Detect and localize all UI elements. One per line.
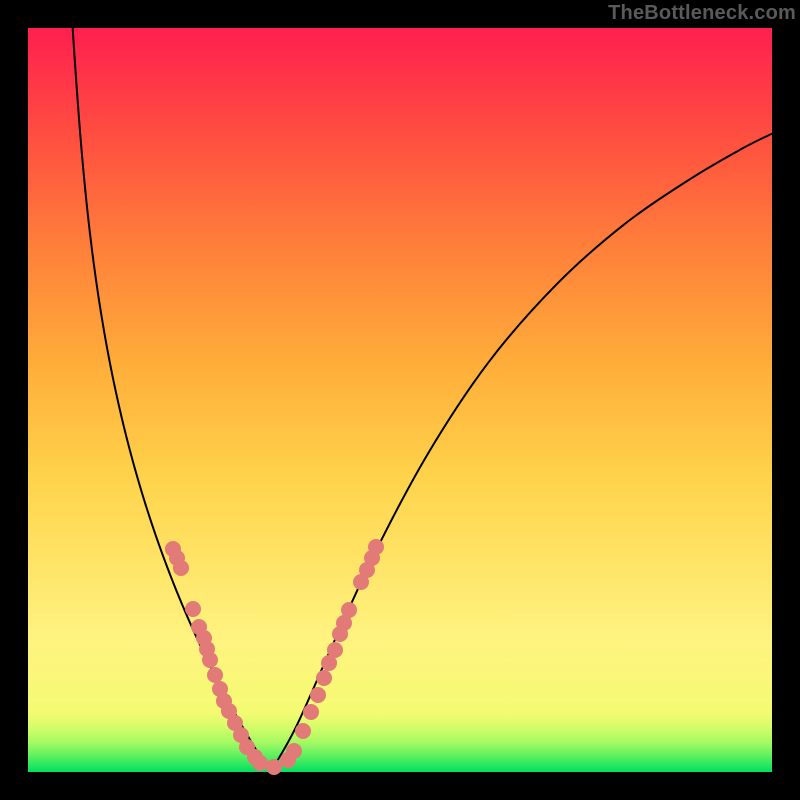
right-curve <box>271 134 772 772</box>
curves-layer <box>28 28 772 772</box>
left-curve <box>73 28 270 772</box>
scatter-point <box>173 560 189 576</box>
chart-root: TheBottleneck.com <box>0 0 800 800</box>
scatter-point <box>266 759 282 775</box>
watermark-text: TheBottleneck.com <box>608 2 796 25</box>
scatter-point <box>327 642 343 658</box>
scatter-point <box>310 687 326 703</box>
plot-area <box>28 28 772 772</box>
